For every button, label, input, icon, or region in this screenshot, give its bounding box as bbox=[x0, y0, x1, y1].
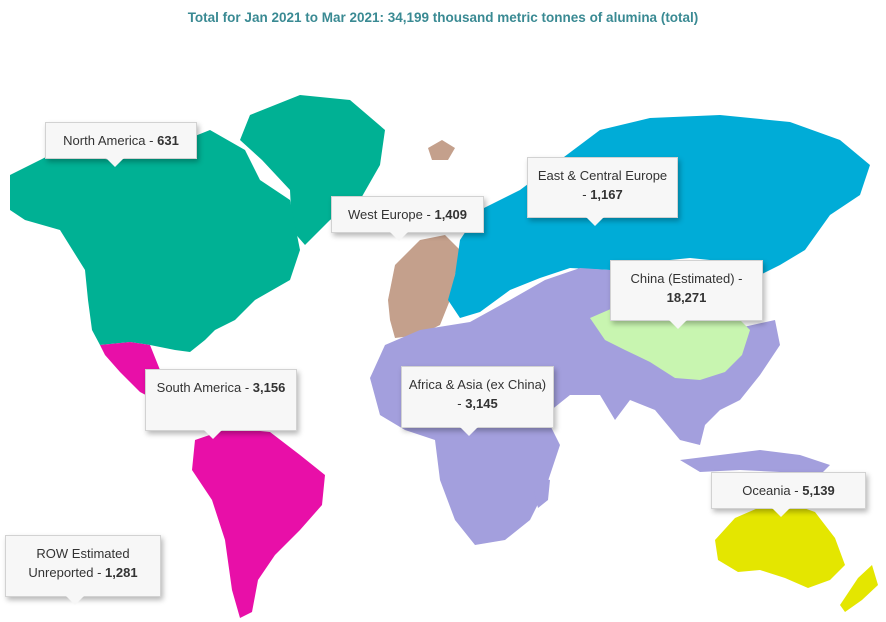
region-oceania-new-zealand[interactable] bbox=[840, 565, 878, 612]
region-south-america[interactable] bbox=[192, 428, 325, 618]
region-west-europe[interactable] bbox=[388, 235, 460, 338]
region-africa-asia-madagascar[interactable] bbox=[534, 478, 550, 508]
label-east-central-europe: East & Central Europe - 1,167 bbox=[527, 157, 678, 226]
map-title: Total for Jan 2021 to Mar 2021: 34,199 t… bbox=[187, 10, 699, 25]
region-oceania[interactable] bbox=[715, 505, 845, 588]
label-china: China (Estimated) - 18,271 bbox=[610, 260, 763, 329]
label-row: ROW Estimated Unreported - 1,281 bbox=[5, 535, 161, 605]
label-west-europe: West Europe - 1,409 bbox=[331, 196, 484, 241]
region-west-europe-iceland[interactable] bbox=[428, 140, 455, 160]
label-oceania: Oceania - 5,139 bbox=[711, 472, 866, 517]
region-africa-asia-islands[interactable] bbox=[680, 450, 830, 475]
region-north-america[interactable] bbox=[10, 130, 300, 352]
label-north-america: North America - 631 bbox=[45, 122, 197, 167]
label-africa-asia: Africa & Asia (ex China) - 3,145 bbox=[401, 366, 554, 436]
label-south-america: South America - 3,156 bbox=[145, 369, 297, 439]
